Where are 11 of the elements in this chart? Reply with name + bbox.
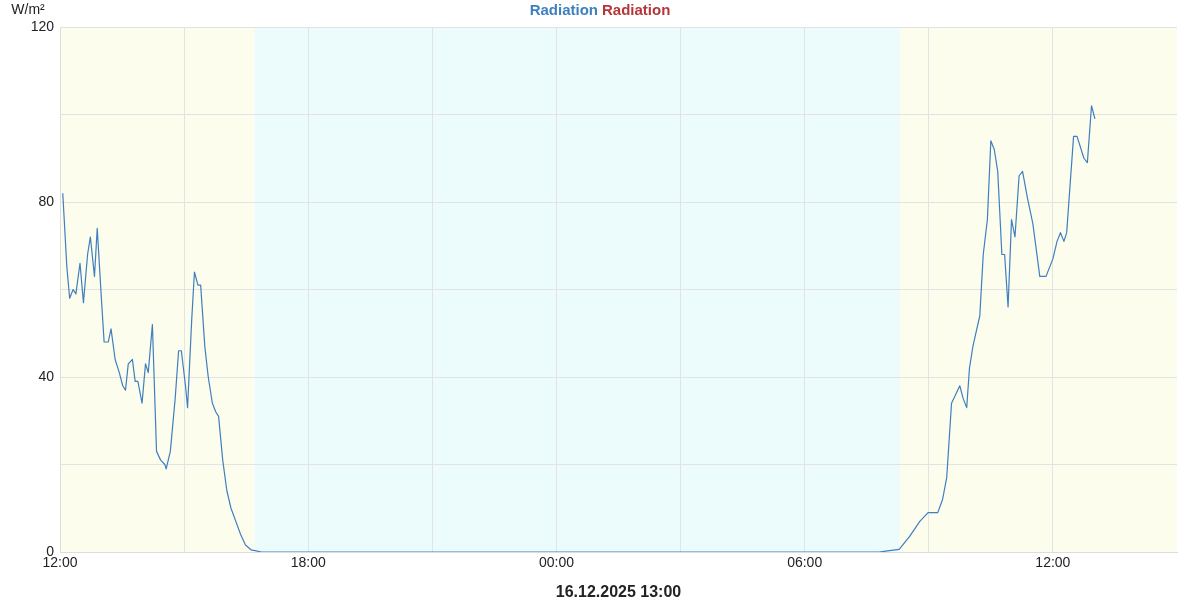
y-tick-label: 80 (38, 192, 55, 209)
x-axis-title: 16.12.2025 13:00 (555, 583, 682, 600)
x-tick-label: 00:00 (538, 554, 575, 571)
y-tick-label: 40 (38, 367, 55, 384)
x-tick-label: 06:00 (787, 554, 823, 571)
legend-label: Radiation (602, 1, 671, 18)
text: Radiation (529, 1, 598, 18)
y-tick-label: 120 (30, 17, 55, 34)
x-tick-label: 12:00 (1035, 554, 1071, 571)
x-tick-label: 18:00 (290, 554, 326, 571)
y-axis-title: W/m² (11, 0, 46, 17)
